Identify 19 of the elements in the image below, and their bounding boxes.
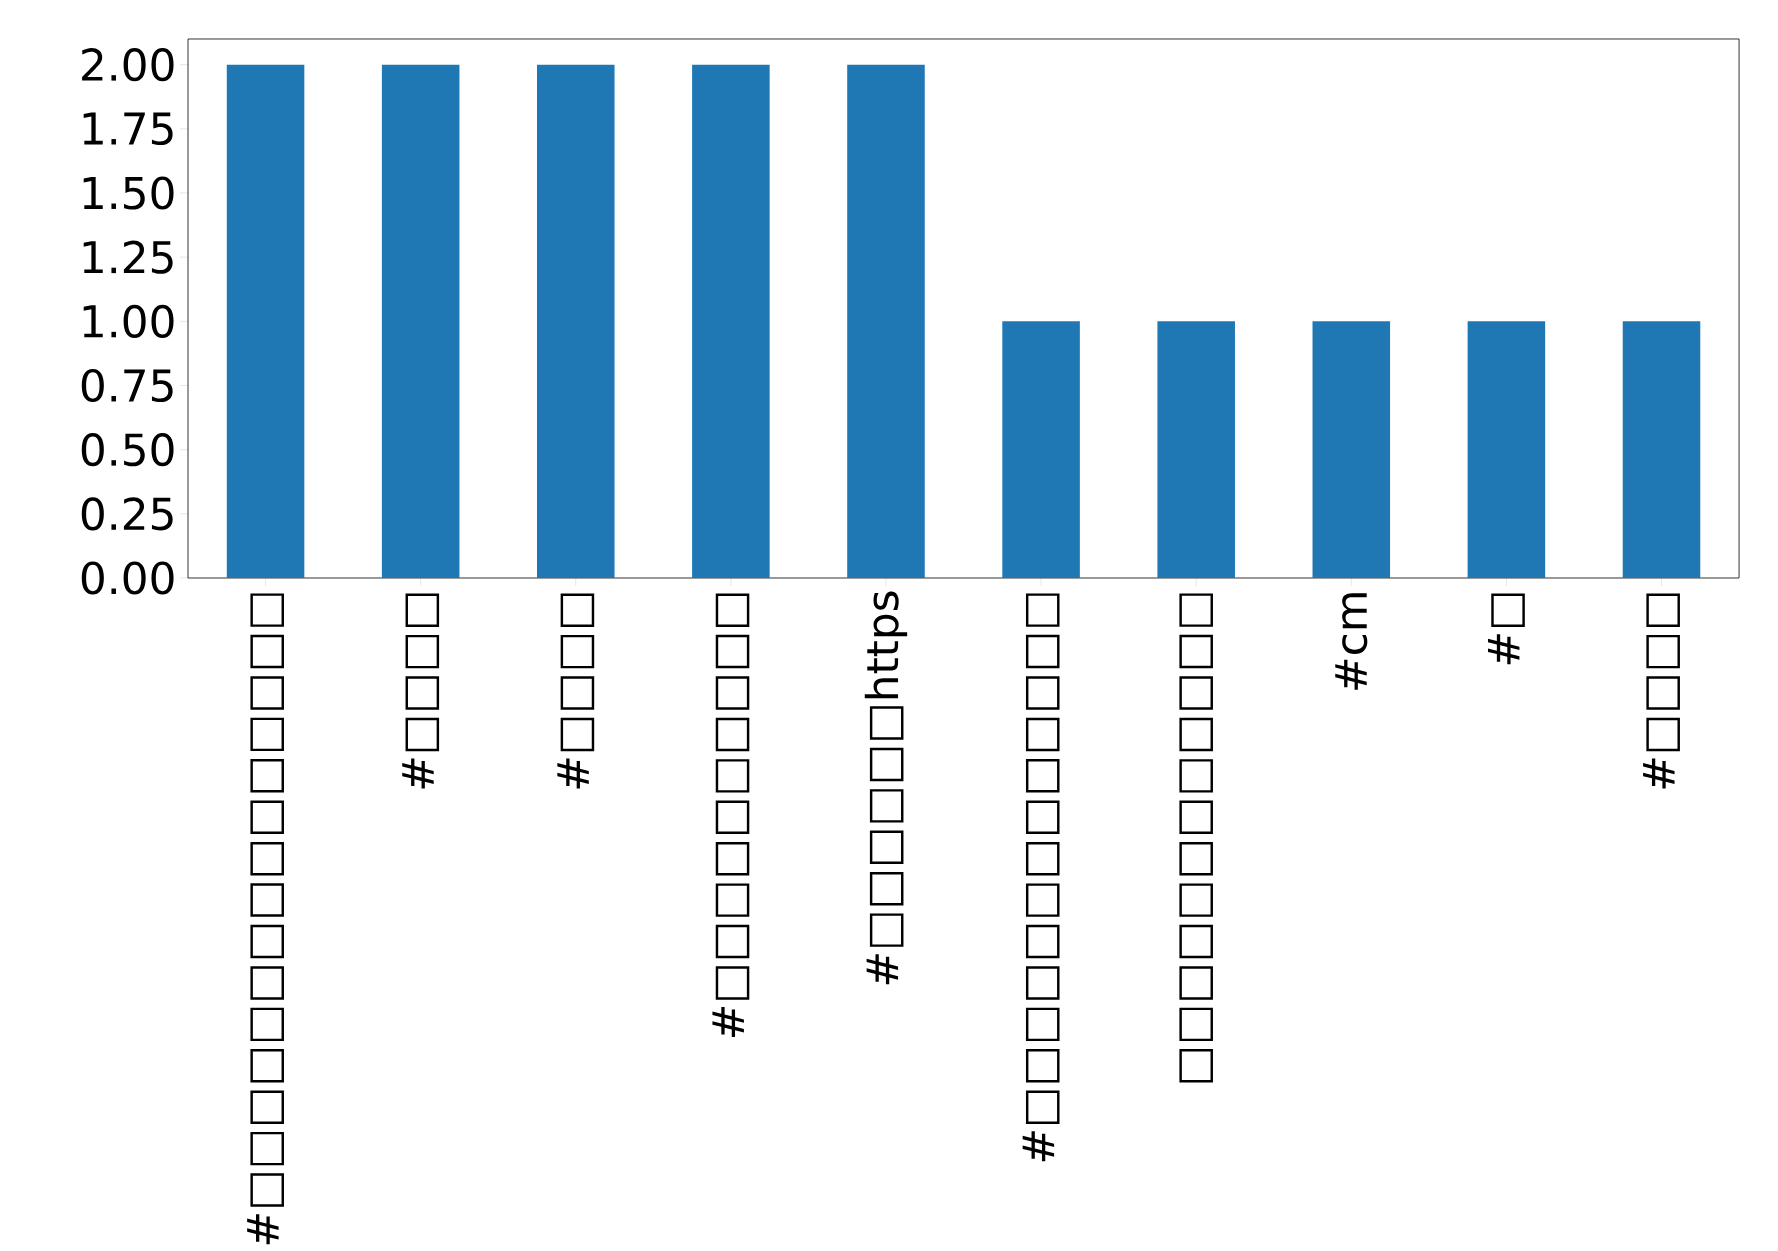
x-tick-label: #□□□□□□□□□□ [712, 593, 750, 1038]
x-tick-label: #□□□□□□□□□□□□□□□ [247, 593, 284, 1245]
x-tick-label: □□□□□□□□□□□□ [1179, 593, 1213, 1083]
y-tick-label: 1.25 [83, 240, 173, 274]
y-tick-label: 0.25 [81, 497, 173, 531]
x-tick-label: #□□□□ [557, 593, 595, 789]
y-tick-label: 1.00 [83, 304, 174, 338]
y-tick-label: 0.00 [81, 561, 174, 595]
x-tick-label: #□□□□ [1643, 593, 1680, 789]
y-tick-label: 2.00 [82, 48, 174, 82]
x-tick-label: #□□□□□□□□□□□□□ [1022, 593, 1060, 1162]
y-tick-label: 0.75 [81, 369, 173, 403]
y-tick-label: 0.50 [81, 433, 174, 467]
x-tick-label: #□ [1487, 593, 1525, 665]
x-tick-label: #cm [1335, 593, 1368, 690]
x-tick-label: #□□□□ [402, 593, 440, 789]
y-tick-label: 1.75 [83, 112, 173, 146]
x-tick-label: #□□□□□□https [864, 591, 908, 985]
y-tick-label: 1.50 [83, 176, 174, 210]
